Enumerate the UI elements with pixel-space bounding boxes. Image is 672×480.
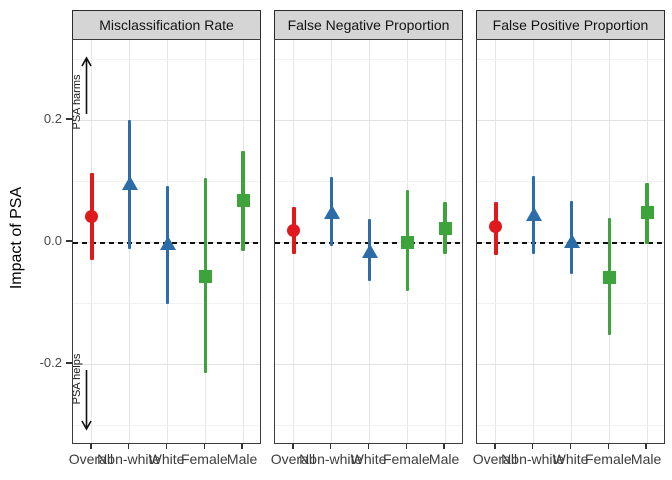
y-tick-mark xyxy=(66,362,72,364)
x-tick-mark xyxy=(90,444,92,449)
gridline-minor xyxy=(73,181,260,182)
marker-triangle-white xyxy=(159,236,176,251)
marker-triangle-white xyxy=(361,243,378,258)
x-axis-label: Non-white xyxy=(299,451,363,467)
gridline-minor xyxy=(73,59,260,60)
gridline-minor xyxy=(275,425,462,426)
gridline-minor xyxy=(275,303,462,304)
marker-triangle-non-white xyxy=(121,176,138,191)
facet-strip: False Positive Proportion xyxy=(476,10,665,40)
marker-square-male xyxy=(640,205,654,219)
facet-title: False Positive Proportion xyxy=(492,17,649,33)
x-tick-mark xyxy=(367,444,370,449)
gridline-major xyxy=(275,120,462,121)
x-tick-mark xyxy=(532,444,534,449)
x-tick-mark xyxy=(241,444,243,449)
gridline-minor xyxy=(275,59,462,60)
x-axis-label: Male xyxy=(428,451,460,467)
x-tick-mark xyxy=(203,444,205,449)
gridline-major xyxy=(275,364,462,365)
x-tick-mark xyxy=(330,444,332,449)
y-axis-title: Impact of PSA xyxy=(8,186,25,290)
gridline-minor xyxy=(477,181,664,182)
gridline-major xyxy=(73,120,260,121)
facet-strip: Misclassification Rate xyxy=(72,10,261,40)
facet-title: False Negative Proportion xyxy=(287,17,450,33)
marker-square-female xyxy=(198,269,212,283)
gridline-minor xyxy=(477,59,664,60)
x-tick-mark xyxy=(645,444,647,449)
x-axis-label: Female xyxy=(584,451,632,467)
x-axis-label: White xyxy=(350,451,387,467)
marker-triangle-non-white xyxy=(323,205,340,220)
y-tick-label: -0.2 xyxy=(39,355,62,370)
x-axis-label: Overall xyxy=(68,451,114,467)
marker-circle-overall xyxy=(489,220,503,234)
x-tick-mark xyxy=(405,444,407,449)
marker-circle-overall xyxy=(287,223,301,237)
x-axis-label: Overall xyxy=(472,451,518,467)
x-tick-mark xyxy=(569,444,572,449)
marker-square-female xyxy=(602,270,616,284)
gridline-major xyxy=(73,364,260,365)
facet-panel xyxy=(274,39,463,444)
x-tick-mark xyxy=(292,444,294,449)
y-tick-label: 0.2 xyxy=(43,111,62,126)
arrow-up-icon xyxy=(81,56,92,114)
gridline-minor xyxy=(477,425,664,426)
marker-square-male xyxy=(438,222,452,236)
x-axis-label: White xyxy=(552,451,589,467)
marker-triangle-white xyxy=(563,233,580,248)
x-tick-mark xyxy=(443,444,445,449)
y-tick-label: 0.0 xyxy=(43,233,62,248)
x-axis-label: Non-white xyxy=(97,451,161,467)
marker-square-female xyxy=(400,235,414,249)
x-axis-label: White xyxy=(148,451,185,467)
facet-panel xyxy=(476,39,665,444)
arrow-down-icon xyxy=(81,370,92,431)
x-axis-label: Non-white xyxy=(501,451,565,467)
marker-triangle-non-white xyxy=(525,206,542,221)
gridline-major xyxy=(477,364,664,365)
x-axis-label: Male xyxy=(630,451,662,467)
gridline-minor xyxy=(477,303,664,304)
x-axis-label: Overall xyxy=(270,451,316,467)
marker-circle-overall xyxy=(85,209,99,223)
x-axis-label: Male xyxy=(226,451,258,467)
x-axis-label: Female xyxy=(382,451,430,467)
facet-title: Misclassification Rate xyxy=(99,17,234,33)
facet-panel: PSA harms PSA helps xyxy=(72,39,261,444)
gridline-major xyxy=(477,120,664,121)
x-tick-mark xyxy=(607,444,609,449)
marker-square-male xyxy=(236,194,250,208)
gridline-minor xyxy=(275,181,462,182)
y-tick-mark xyxy=(66,240,72,242)
x-axis-label: Female xyxy=(180,451,228,467)
y-tick-mark xyxy=(66,118,72,120)
x-tick-mark xyxy=(165,444,168,449)
facet-strip: False Negative Proportion xyxy=(274,10,463,40)
x-tick-mark xyxy=(128,444,130,449)
gridline-minor xyxy=(73,425,260,426)
x-tick-mark xyxy=(494,444,496,449)
